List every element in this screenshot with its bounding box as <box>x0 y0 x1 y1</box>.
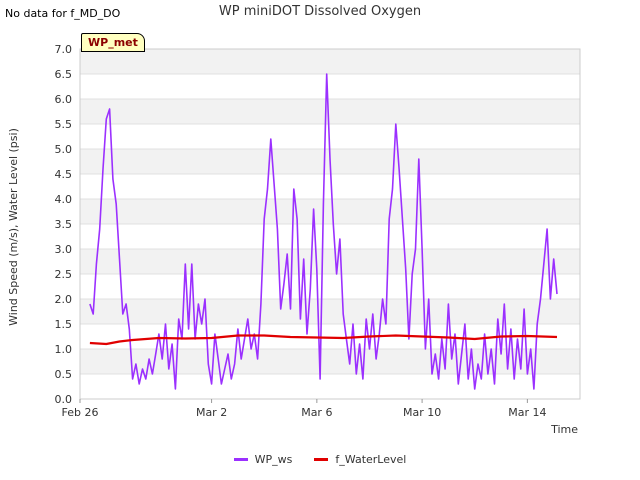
plot-band <box>80 249 580 274</box>
plot-band <box>80 49 580 74</box>
x-tick-label: Mar 10 <box>403 406 441 419</box>
legend: WP_ws f_WaterLevel <box>0 453 640 466</box>
y-tick-label: 7.0 <box>55 43 73 56</box>
y-tick-label: 3.5 <box>55 218 73 231</box>
legend-swatch <box>314 458 329 461</box>
y-tick-label: 5.5 <box>55 118 73 131</box>
legend-label: WP_ws <box>254 453 293 466</box>
plot-bands <box>80 49 580 374</box>
series-line-f_WaterLevel <box>89 334 558 346</box>
y-tick-label: 4.5 <box>55 168 73 181</box>
y-tick-label: 0.5 <box>55 368 73 381</box>
legend-item: WP_ws <box>233 453 293 466</box>
y-axis-ticks: 0.0 0.5 1.0 1.5 2.0 2.5 3.0 3.5 4.0 4.5 5.0 5.5 6.0 6… <box>55 43 73 406</box>
y-tick-label: 1.0 <box>55 343 73 356</box>
plot-band <box>80 199 580 224</box>
y-tick-label: 3.0 <box>55 243 73 256</box>
plot-frame <box>79 48 581 400</box>
series-lines <box>89 73 558 390</box>
x-tick-label: Mar 6 <box>301 406 332 419</box>
y-axis-label: Wind Speed (m/s), Water Level (psi) <box>7 128 20 326</box>
x-axis-label: Time <box>550 423 578 436</box>
station-badge: WP_met <box>81 33 145 52</box>
y-tick-label: 6.0 <box>55 93 73 106</box>
y-tick-label: 4.0 <box>55 193 73 206</box>
y-tick-label: 0.0 <box>55 393 73 406</box>
plot-band <box>80 299 580 324</box>
x-tick-label: Feb 26 <box>62 406 99 419</box>
y-tick-label: 5.0 <box>55 143 73 156</box>
y-tick-label: 2.5 <box>55 268 73 281</box>
y-tick-label: 6.5 <box>55 68 73 81</box>
y-tick-label: 1.5 <box>55 318 73 331</box>
plot-band <box>80 99 580 124</box>
legend-item: f_WaterLevel <box>314 453 406 466</box>
legend-swatch <box>233 458 248 461</box>
x-axis-ticks: Feb 26 Mar 2 Mar 6 Mar 10 Mar 14 <box>62 399 546 419</box>
legend-label: f_WaterLevel <box>335 453 407 466</box>
no-data-notice: No data for f_MD_DO <box>5 7 121 20</box>
series-line-WP_ws <box>89 73 558 390</box>
x-tick-label: Mar 14 <box>508 406 546 419</box>
chart-title: WP miniDOT Dissolved Oxygen <box>218 4 422 19</box>
x-tick-label: Mar 2 <box>196 406 227 419</box>
y-tick-label: 2.0 <box>55 293 73 306</box>
